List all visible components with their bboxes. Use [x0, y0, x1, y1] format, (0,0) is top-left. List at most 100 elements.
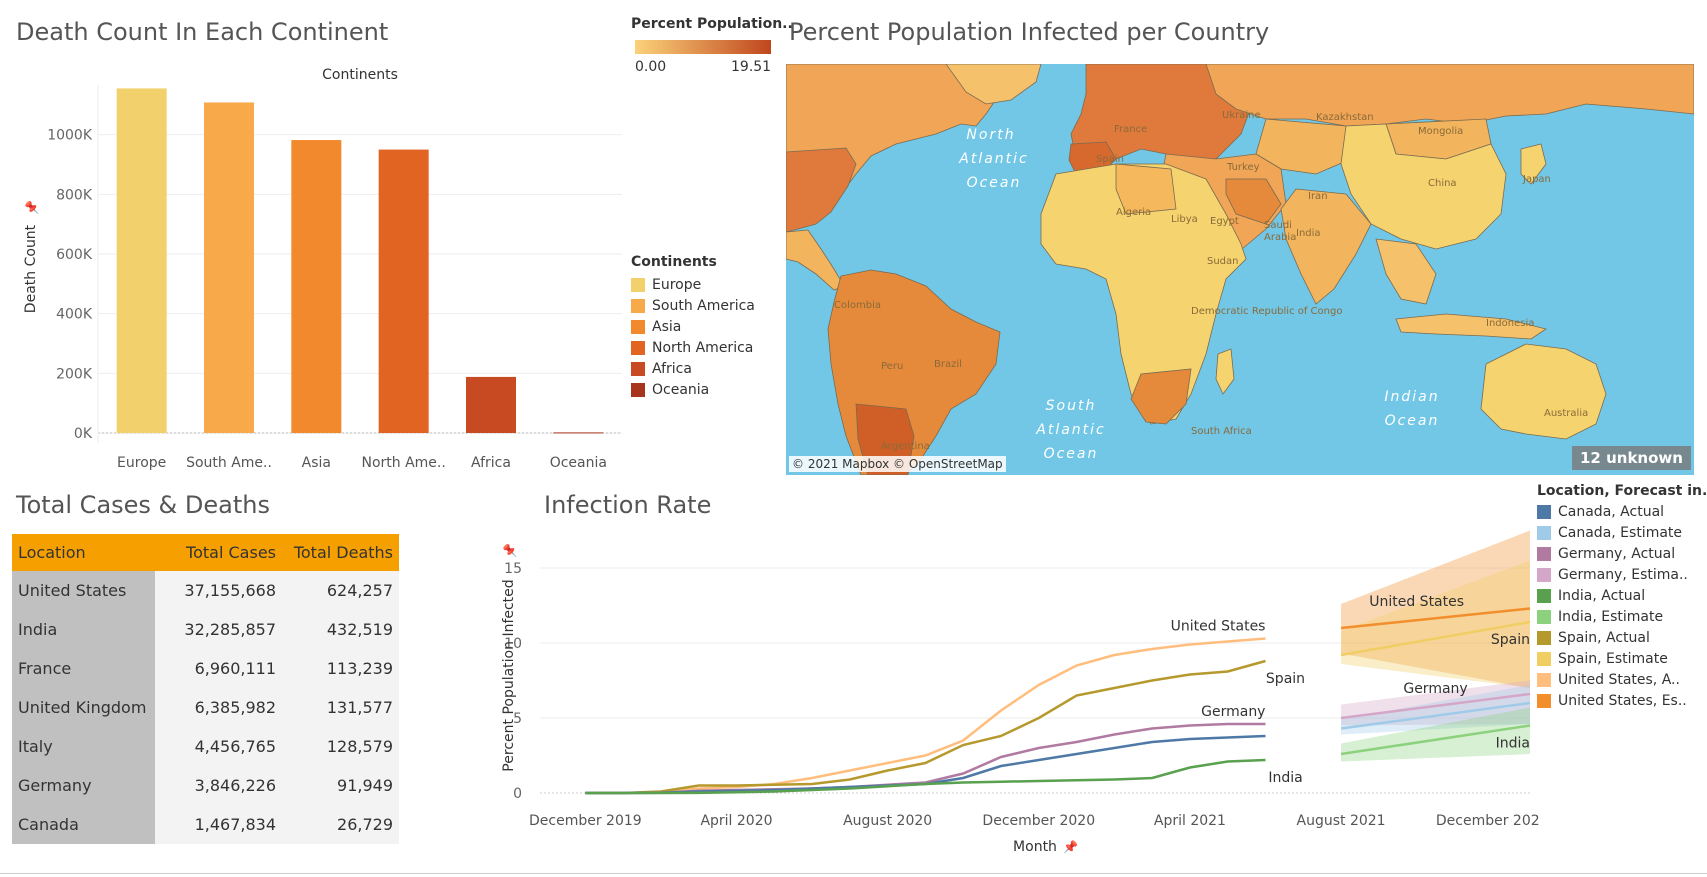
series-line-india-actual[interactable] [585, 758, 1266, 795]
table-row[interactable]: Germany 3,846,226 91,949 [12, 766, 399, 805]
ocean-label-north-atlantic-2: Atlantic [958, 151, 1028, 167]
bar-europe[interactable] [116, 88, 167, 434]
x-tick-label: Europe [117, 455, 166, 471]
world-map[interactable]: North Atlantic Ocean South Atlantic Ocea… [786, 64, 1694, 475]
bar-oceania[interactable] [553, 432, 604, 434]
total-cases-table: Location Total Cases Total Deaths United… [12, 534, 399, 844]
bar-south-ame-[interactable] [204, 102, 254, 434]
continent-legend-item[interactable]: Europe [631, 274, 755, 295]
continent-legend-item[interactable]: Africa [631, 358, 755, 379]
map-region-south-africa[interactable] [1130, 368, 1192, 425]
series-line-united-states-estimate[interactable] [1340, 607, 1531, 630]
y-tick-label: 5 [513, 711, 522, 727]
y-tick-label: 400K [56, 307, 93, 323]
table-row[interactable]: United Kingdom 6,385,982 131,577 [12, 688, 399, 727]
country-label-iran: Iran [1308, 191, 1328, 202]
continent-legend-item[interactable]: South America [631, 295, 755, 316]
cell-total-cases: 4,456,765 [155, 727, 282, 766]
country-label-australia: Australia [1544, 408, 1588, 419]
map-region-india[interactable] [1280, 188, 1372, 305]
map-region-japan[interactable] [1520, 143, 1547, 185]
y-tick-label: 200K [56, 366, 93, 382]
unknown-badge[interactable]: 12 unknown [1572, 446, 1691, 470]
x-tick-label: South Ame.. [186, 455, 272, 471]
series-line-united-states-actual[interactable] [585, 637, 1266, 795]
legend-label: Canada, Actual [1558, 503, 1665, 520]
death-count-chart: Continents 0K 200K 400K 600K 800K 1000K Death C… [23, 67, 622, 471]
map-region-southeast-asia[interactable] [1375, 238, 1437, 305]
continent-legend-item[interactable]: Oceania [631, 379, 755, 400]
col-header-location[interactable]: Location [12, 534, 155, 571]
forecast-legend: Location, Forecast in.. Canada, Actual Ca… [1537, 483, 1707, 711]
map-region-libya[interactable] [1115, 163, 1177, 215]
forecast-legend-item[interactable]: United States, Es.. [1537, 690, 1707, 711]
ocean-label-indian-2: Ocean [1385, 413, 1440, 429]
x-axis-label: Month [1013, 839, 1057, 855]
forecast-legend-item[interactable]: Spain, Estimate [1537, 648, 1707, 669]
pin-icon: 📌 [24, 200, 39, 215]
legend-swatch [1537, 630, 1551, 645]
country-label-libya: Libya [1171, 214, 1198, 225]
forecast-legend-item[interactable]: Canada, Estimate [1537, 522, 1707, 543]
forecast-legend-item[interactable]: India, Estimate [1537, 606, 1707, 627]
death-count-title: Death Count In Each Continent [16, 18, 389, 46]
table-row[interactable]: United States 37,155,668 624,257 [12, 571, 399, 610]
series-line-germany-estimate[interactable] [1340, 692, 1531, 720]
map-region-madagascar[interactable] [1215, 348, 1235, 395]
x-tick-label: August 2021 [1297, 813, 1386, 829]
forecast-band-united-states [1341, 530, 1530, 688]
continent-legend-item[interactable]: North America [631, 337, 755, 358]
legend-label: Spain, Estimate [1558, 650, 1668, 667]
table-row[interactable]: India 32,285,857 432,519 [12, 610, 399, 649]
col-header-total-cases[interactable]: Total Cases [155, 534, 282, 571]
series-line-canada-estimate[interactable] [1340, 701, 1531, 730]
forecast-legend-item[interactable]: Canada, Actual [1537, 501, 1707, 522]
legend-swatch [631, 340, 645, 355]
map-region-australia[interactable] [1480, 343, 1607, 440]
forecast-legend-item[interactable]: Spain, Actual [1537, 627, 1707, 648]
country-label-drc: Democratic Republic of Congo [1191, 306, 1342, 317]
map-region-greenland[interactable] [945, 64, 1042, 105]
series-line-india-estimate[interactable] [1340, 724, 1531, 756]
ocean-label-south-atlantic-2: Atlantic [1035, 422, 1105, 438]
cell-total-deaths: 113,239 [282, 649, 399, 688]
country-label-argentina: Argentina [881, 441, 930, 452]
bar-africa[interactable] [466, 376, 516, 433]
series-line-germany-actual[interactable] [585, 722, 1266, 795]
country-label-turkey: Turkey [1226, 162, 1260, 173]
series-line-spain-estimate[interactable] [1340, 620, 1531, 657]
table-row[interactable]: Italy 4,456,765 128,579 [12, 727, 399, 766]
legend-swatch [631, 382, 645, 397]
map-region-indonesia[interactable] [1395, 313, 1547, 340]
map-region-china[interactable] [1340, 123, 1507, 250]
map-attribution: © 2021 Mapbox © OpenStreetMap [789, 456, 1006, 472]
forecast-legend-item[interactable]: United States, A.. [1537, 669, 1707, 690]
col-header-total-deaths[interactable]: Total Deaths [282, 534, 399, 571]
legend-swatch [1537, 546, 1551, 561]
bar-asia[interactable] [291, 140, 342, 433]
cell-location: United Kingdom [12, 688, 155, 727]
country-label-ukraine: Ukraine [1222, 110, 1261, 121]
country-label-south-africa: South Africa [1191, 426, 1252, 437]
forecast-legend-item[interactable]: India, Actual [1537, 585, 1707, 606]
table-row[interactable]: France 6,960,111 113,239 [12, 649, 399, 688]
cell-total-deaths: 432,519 [282, 610, 399, 649]
bar-north-ame-[interactable] [378, 149, 429, 433]
infection-rate-chart: 0 5 10 15 December 2019 April 2020 August 2020… [501, 530, 1540, 855]
cell-total-deaths: 91,949 [282, 766, 399, 805]
forecast-legend-item[interactable]: Germany, Actual [1537, 543, 1707, 564]
map-region-usa[interactable] [786, 147, 857, 233]
legend-swatch [631, 361, 645, 376]
country-label-peru: Peru [881, 361, 903, 372]
line-annotation: United States [1171, 619, 1266, 635]
x-tick-label: April 2021 [1154, 813, 1226, 829]
country-label-france: France [1114, 124, 1147, 135]
table-row[interactable]: Canada 1,467,834 26,729 [12, 805, 399, 844]
percent-legend-title: Percent Population.. [631, 16, 793, 32]
forecast-legend-item[interactable]: Germany, Estima.. [1537, 564, 1707, 585]
series-line-spain-actual[interactable] [585, 659, 1266, 795]
continent-legend-item[interactable]: Asia [631, 316, 755, 337]
country-label-indonesia: Indonesia [1486, 318, 1534, 329]
map-region-iran[interactable] [1225, 178, 1282, 225]
x-tick-label: December 2021 [1436, 813, 1540, 829]
